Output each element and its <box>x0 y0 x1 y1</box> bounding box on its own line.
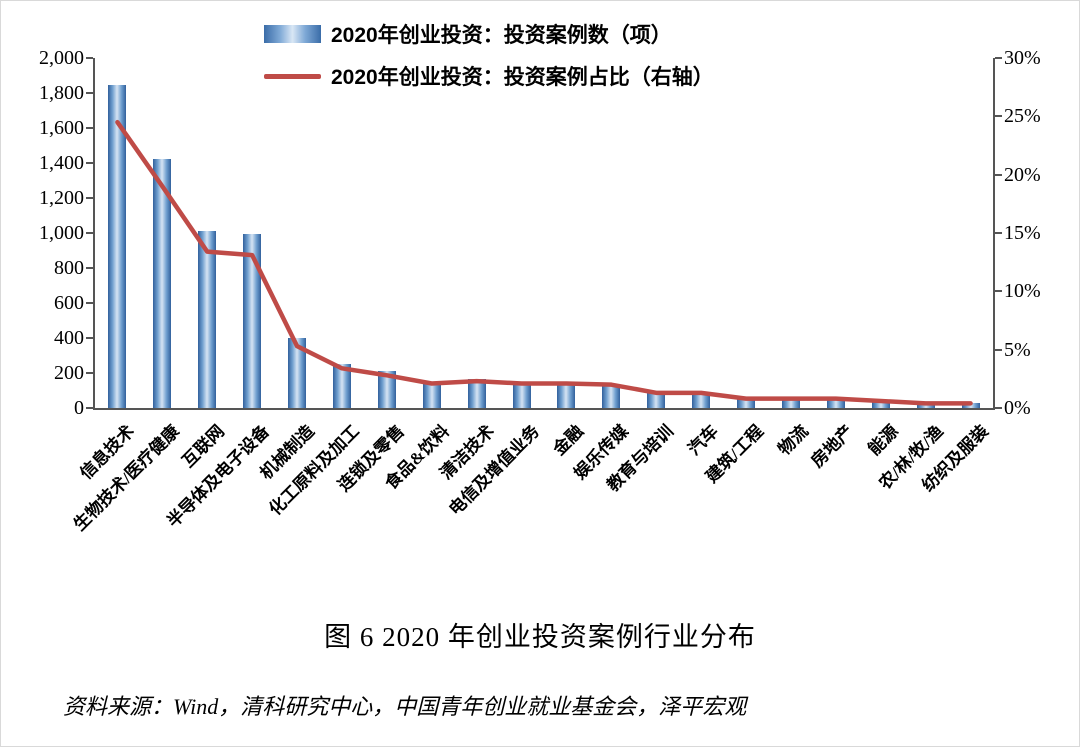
left-axis-tickmark <box>86 57 93 59</box>
bar <box>422 381 441 408</box>
left-axis-tickmark <box>86 302 93 304</box>
bar <box>377 371 396 408</box>
right-axis-tickmark <box>995 290 1002 293</box>
left-axis-tick-label: 600 <box>54 292 84 314</box>
bar-series-swatch-icon <box>264 25 321 43</box>
legend-item-bar-series: 2020年创业投资：投资案例数（项） <box>264 13 714 55</box>
right-axis-tickmark <box>995 407 1002 409</box>
left-axis-tick-label: 2,000 <box>39 47 84 69</box>
right-axis-tick-label: 0% <box>1004 397 1031 419</box>
right-axis-tickmark <box>995 348 1002 351</box>
bar-series-label: 2020年创业投资：投资案例数（项） <box>331 24 672 47</box>
right-axis-tickmark <box>995 57 1002 59</box>
right-axis-tick-label: 15% <box>1004 222 1041 244</box>
right-axis-tick-label: 25% <box>1004 105 1041 128</box>
bar <box>512 381 531 408</box>
left-axis-tickmark <box>86 232 93 234</box>
line-series-label: 2020年创业投资：投资案例占比（右轴） <box>331 66 714 89</box>
right-axis-tick-label: 20% <box>1004 163 1041 186</box>
bar <box>332 364 351 408</box>
left-axis-tickmark <box>86 337 93 339</box>
bar <box>108 85 127 408</box>
left-axis-tickmark <box>86 127 93 129</box>
figure-caption: 图 6 2020 年创业投资案例行业分布 <box>324 622 756 652</box>
left-axis-tick-label: 1,600 <box>39 117 84 139</box>
bar <box>916 403 935 408</box>
right-axis-tickmark <box>995 115 1002 118</box>
bar <box>737 399 756 408</box>
chart-legend: 2020年创业投资：投资案例数（项） 2020年创业投资：投资案例占比（右轴） <box>264 13 714 97</box>
left-axis-tick-label: 0 <box>74 397 84 419</box>
left-axis-tickmark <box>86 197 93 199</box>
left-axis-tickmark <box>86 162 93 164</box>
right-axis-tickmark <box>995 232 1002 234</box>
left-axis-tick-label: 1,200 <box>39 187 84 209</box>
bar <box>243 233 262 408</box>
left-axis-tick-label: 1,800 <box>39 82 84 104</box>
bar <box>826 399 845 408</box>
left-axis-tickmark <box>86 92 93 94</box>
bar <box>153 158 172 408</box>
right-axis-tick-label: 10% <box>1004 280 1041 303</box>
right-axis-tick-label: 5% <box>1004 338 1031 361</box>
bar <box>692 392 711 408</box>
bar <box>647 392 666 408</box>
right-axis-tick-label: 30% <box>1004 47 1041 69</box>
left-axis-tick-label: 800 <box>54 257 84 279</box>
left-axis-tick-label: 1,000 <box>39 222 84 244</box>
left-axis-tick-label: 200 <box>54 362 84 384</box>
line-series-swatch-icon <box>264 73 321 79</box>
bar <box>557 381 576 408</box>
left-axis-tickmark <box>86 267 93 269</box>
source-note: 资料来源：Wind，清科研究中心，中国青年创业就业基金会，泽平宏观 <box>63 694 747 719</box>
right-axis-tickmark <box>995 173 1002 176</box>
left-axis-tick-label: 1,400 <box>39 152 84 174</box>
left-axis-tick-label: 400 <box>54 327 84 349</box>
legend-item-line-series: 2020年创业投资：投资案例占比（右轴） <box>264 55 714 97</box>
bar <box>198 231 217 408</box>
plot-area: 0 200 400 600 800 1,000 1,200 1,400 1,600 1,800 2,… <box>39 47 1041 534</box>
line-series <box>115 119 973 406</box>
left-axis-tickmark <box>86 372 93 374</box>
bar <box>467 379 486 408</box>
bar <box>871 401 890 408</box>
bar <box>602 383 621 408</box>
left-axis-tickmark <box>86 407 93 409</box>
bar <box>781 399 800 408</box>
bar <box>288 338 307 408</box>
